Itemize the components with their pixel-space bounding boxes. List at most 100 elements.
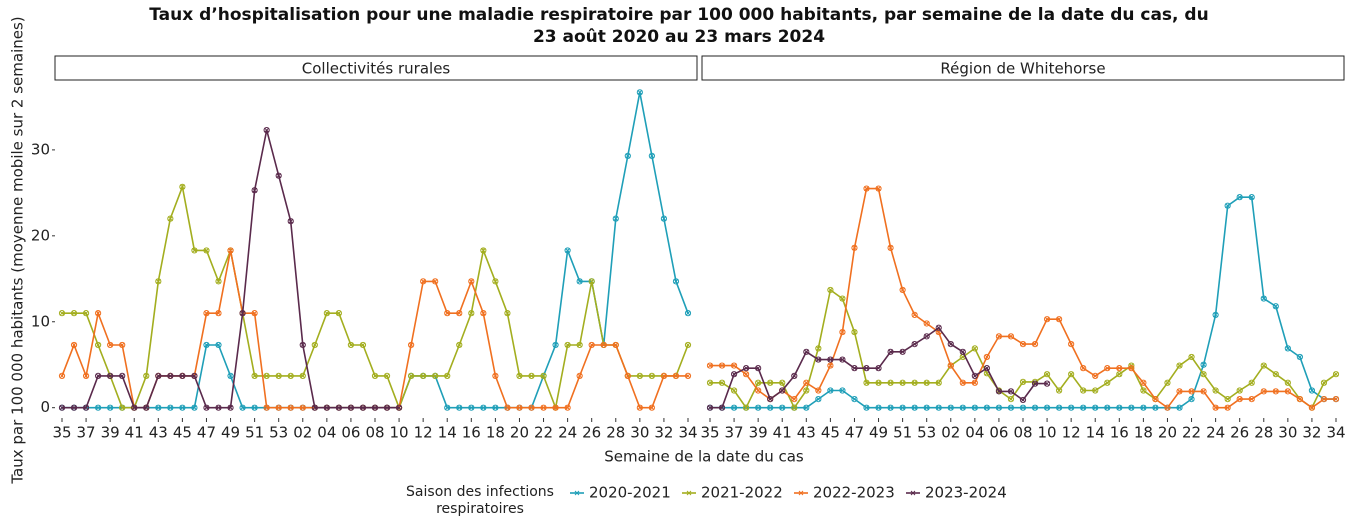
point-cross xyxy=(625,373,631,379)
point-cross xyxy=(972,380,978,386)
point-cross xyxy=(59,310,65,316)
point-cross xyxy=(83,405,89,411)
point xyxy=(70,404,78,411)
point-cross xyxy=(1140,380,1146,386)
point-circle xyxy=(636,89,643,96)
point-circle xyxy=(995,404,1003,411)
point-circle xyxy=(1056,387,1063,394)
point-cross xyxy=(227,247,234,253)
point-cross xyxy=(1225,203,1231,209)
point xyxy=(444,404,451,411)
point-circle xyxy=(1128,365,1135,372)
point-cross xyxy=(252,310,258,316)
point-circle xyxy=(600,341,607,349)
point-circle xyxy=(612,341,619,349)
point xyxy=(444,372,451,379)
point-cross xyxy=(767,380,773,386)
point-circle xyxy=(947,362,954,369)
point-cross xyxy=(384,373,390,379)
point xyxy=(899,286,906,294)
point xyxy=(983,365,990,372)
x-tick-label: 14 xyxy=(1086,424,1105,442)
x-tick-label: 37 xyxy=(77,424,96,442)
point-cross xyxy=(1080,387,1086,394)
series-line xyxy=(62,92,689,409)
point-circle xyxy=(815,395,822,403)
x-tick-label: 02 xyxy=(941,424,960,442)
point-circle xyxy=(1176,404,1183,411)
point xyxy=(1116,404,1123,411)
point xyxy=(1164,379,1171,386)
point-circle xyxy=(1140,387,1147,394)
point xyxy=(371,372,379,379)
point xyxy=(1200,388,1207,395)
x-tick-label: 51 xyxy=(893,424,912,442)
point-cross xyxy=(888,245,894,251)
point-cross xyxy=(1020,397,1026,403)
point-circle xyxy=(1176,388,1183,395)
point-circle xyxy=(480,247,487,254)
point xyxy=(528,372,535,379)
point xyxy=(1116,365,1123,372)
point xyxy=(923,333,930,340)
point-cross xyxy=(924,405,930,411)
point-cross xyxy=(312,342,318,348)
point xyxy=(95,404,102,411)
point xyxy=(143,372,150,379)
point-circle xyxy=(755,365,762,372)
y-tick-label: 0 xyxy=(40,398,50,416)
point-circle xyxy=(1188,353,1195,361)
point-cross xyxy=(1285,388,1291,394)
point-circle xyxy=(564,404,571,411)
point xyxy=(911,379,918,386)
point-cross xyxy=(924,380,930,386)
point-circle xyxy=(911,404,918,411)
point xyxy=(227,404,234,411)
point xyxy=(803,404,810,411)
point-circle xyxy=(875,185,882,192)
point xyxy=(767,395,774,403)
point-cross xyxy=(1104,365,1110,371)
x-tick-label: 41 xyxy=(125,424,144,442)
point-cross xyxy=(1008,405,1014,411)
point-cross xyxy=(960,405,966,411)
point-circle xyxy=(743,365,750,372)
point xyxy=(971,379,978,386)
point-cross xyxy=(1044,381,1050,387)
point-circle xyxy=(420,278,427,285)
point-cross xyxy=(900,380,906,386)
point-circle xyxy=(263,127,270,134)
point xyxy=(827,362,834,369)
point-circle xyxy=(971,404,978,411)
legend-marker xyxy=(574,490,580,496)
point-circle xyxy=(1224,404,1231,411)
legend-title: Saison des infections respiratoires xyxy=(406,484,554,517)
point-circle xyxy=(636,372,643,379)
point-cross xyxy=(649,405,655,411)
point-cross xyxy=(1104,380,1110,386)
point-circle xyxy=(1308,387,1316,394)
point-cross xyxy=(528,405,535,411)
point-cross xyxy=(984,365,990,371)
point-circle xyxy=(323,404,330,411)
point-circle xyxy=(887,379,894,386)
point-circle xyxy=(203,247,210,254)
point xyxy=(70,341,78,349)
point xyxy=(516,372,523,379)
point xyxy=(684,341,692,349)
point xyxy=(1260,362,1267,369)
point-cross xyxy=(875,365,882,371)
point-cross xyxy=(912,341,918,347)
point-circle xyxy=(480,310,487,317)
point-circle xyxy=(371,404,379,411)
point-circle xyxy=(1272,371,1279,378)
point xyxy=(564,404,571,411)
point-cross xyxy=(396,405,402,411)
point-circle xyxy=(935,324,942,331)
point xyxy=(923,404,930,411)
point xyxy=(347,404,355,411)
point-circle xyxy=(995,388,1003,395)
point-circle xyxy=(287,404,294,411)
point-cross xyxy=(815,345,821,351)
point xyxy=(432,372,439,379)
